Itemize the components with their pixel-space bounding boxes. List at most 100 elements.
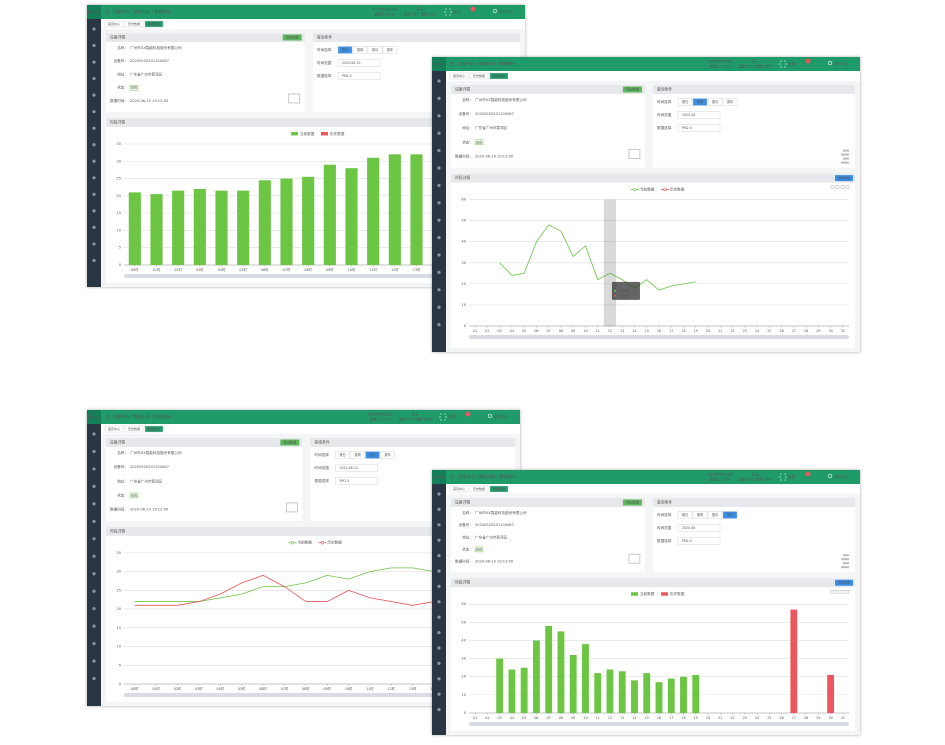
sidebar-icon[interactable] — [92, 126, 96, 130]
sidebar-icon[interactable] — [92, 589, 96, 593]
fullscreen-label[interactable]: 全屏 — [453, 9, 461, 14]
sidebar-icon[interactable] — [437, 253, 441, 257]
menu-label[interactable]: Menu — [88, 10, 101, 16]
sidebar-icon[interactable] — [437, 149, 441, 153]
user-label[interactable]: 用户中心 — [834, 61, 849, 66]
switch-label[interactable]: 切换数据 — [838, 175, 850, 180]
sidebar-icon[interactable] — [92, 27, 96, 31]
sidebar-icon[interactable] — [437, 183, 441, 187]
sidebar-icon[interactable] — [92, 192, 96, 196]
fullscreen-icon[interactable] — [444, 8, 452, 16]
sidebar-icon[interactable] — [437, 166, 441, 170]
tab[interactable] — [104, 20, 124, 28]
date-value[interactable]: 2020-06-12 — [340, 466, 359, 470]
sidebar-icon[interactable] — [437, 708, 441, 712]
date-input[interactable] — [677, 111, 721, 119]
date-input[interactable] — [677, 524, 721, 532]
fullscreen-icon[interactable] — [779, 473, 787, 481]
data-select[interactable] — [677, 124, 721, 132]
data-select[interactable] — [337, 72, 381, 80]
user-label[interactable]: 用户中心 — [494, 414, 509, 419]
tab[interactable] — [104, 425, 124, 433]
period-button-label[interactable]: 按月 — [712, 99, 718, 104]
sidebar-icon[interactable] — [437, 114, 441, 118]
notice-badge[interactable] — [470, 6, 476, 12]
date-value[interactable]: 2020-06-19 — [342, 61, 361, 65]
scrollbar[interactable] — [469, 722, 849, 726]
period-button[interactable] — [367, 46, 383, 54]
scrollbar[interactable] — [124, 693, 509, 697]
scrollbar[interactable] — [469, 335, 849, 339]
period-button-label[interactable]: 按月 — [372, 47, 378, 52]
sidebar-icon[interactable] — [437, 96, 441, 100]
period-button[interactable] — [692, 511, 708, 519]
period-button[interactable] — [352, 46, 368, 54]
data-value[interactable]: PM2.5 — [340, 479, 350, 483]
sidebar-icon[interactable] — [92, 484, 96, 488]
period-button-label[interactable]: 按周 — [357, 47, 363, 52]
period-button[interactable] — [350, 451, 365, 459]
sidebar-icon[interactable] — [92, 624, 96, 628]
menu-label[interactable]: Menu — [433, 475, 446, 481]
period-button-label[interactable]: 按月 — [369, 452, 375, 457]
data-value[interactable]: PM2.5 — [342, 74, 352, 78]
sidebar-icon[interactable] — [437, 323, 441, 327]
tab[interactable] — [489, 72, 509, 80]
toolbox-icon[interactable] — [830, 589, 835, 594]
period-button[interactable] — [677, 511, 693, 519]
sidebar-icon[interactable] — [92, 110, 96, 114]
legend-label[interactable]: 当前数据 — [300, 131, 315, 136]
toolbox-icon[interactable] — [830, 185, 835, 189]
sidebar-icon[interactable] — [92, 258, 96, 263]
sidebar-icon[interactable] — [92, 432, 96, 436]
sidebar-icon[interactable] — [437, 615, 441, 619]
period-button[interactable] — [707, 98, 723, 106]
tab[interactable] — [124, 425, 144, 433]
legend-label[interactable]: 历史数据 — [670, 186, 685, 191]
export-label[interactable]: 导出数据 — [283, 440, 297, 445]
toolbox-icon[interactable] — [840, 589, 845, 594]
legend-label[interactable]: 当前数据 — [640, 186, 655, 191]
tab[interactable] — [144, 20, 164, 28]
period-button-label[interactable]: 按周 — [697, 99, 703, 104]
tab[interactable] — [449, 485, 469, 493]
tab-label[interactable]: 历史数据 — [473, 73, 485, 78]
sidebar-icon[interactable] — [437, 677, 441, 681]
sidebar-icon[interactable] — [437, 631, 441, 635]
date-value[interactable]: 2020-06 — [682, 526, 695, 530]
tab-label[interactable]: 数据统计 — [148, 21, 160, 26]
period-button-label[interactable]: 按月 — [712, 512, 718, 517]
sidebar-icon[interactable] — [92, 209, 96, 213]
sidebar-icon[interactable] — [437, 131, 441, 135]
period-button[interactable] — [707, 511, 723, 519]
fullscreen-icon[interactable] — [439, 413, 447, 421]
sidebar-icon[interactable] — [92, 159, 96, 163]
sidebar-icon[interactable] — [92, 467, 96, 471]
tab-label[interactable]: 首页中心 — [453, 73, 465, 78]
sidebar-icon[interactable] — [437, 236, 441, 240]
toolbox-icon[interactable] — [840, 185, 845, 189]
data-select[interactable] — [677, 537, 721, 545]
user-icon[interactable] — [492, 8, 498, 14]
toolbox-icon[interactable] — [835, 589, 840, 594]
export-button[interactable] — [622, 86, 642, 93]
toolbox-icon[interactable] — [845, 589, 850, 594]
period-button-label[interactable]: 按年 — [387, 47, 394, 52]
tab-label[interactable]: 数据统计 — [493, 486, 505, 491]
period-button[interactable] — [335, 451, 350, 459]
sidebar-icon[interactable] — [92, 676, 96, 681]
sidebar-icon[interactable] — [92, 607, 96, 611]
sidebar-icon[interactable] — [437, 507, 441, 511]
sidebar-icon[interactable] — [437, 569, 441, 573]
user-label[interactable]: 用户中心 — [499, 9, 514, 14]
export-button[interactable] — [622, 499, 642, 506]
switch-button[interactable] — [835, 175, 853, 182]
tab-label[interactable]: 历史数据 — [128, 426, 140, 431]
period-button[interactable] — [382, 46, 398, 54]
data-value[interactable]: PM2.5 — [682, 539, 692, 543]
tab-label[interactable]: 首页中心 — [108, 426, 120, 431]
sidebar-icon[interactable] — [437, 218, 441, 222]
sidebar-icon[interactable] — [92, 659, 96, 663]
user-icon[interactable] — [487, 413, 493, 419]
sidebar-icon[interactable] — [92, 537, 96, 541]
